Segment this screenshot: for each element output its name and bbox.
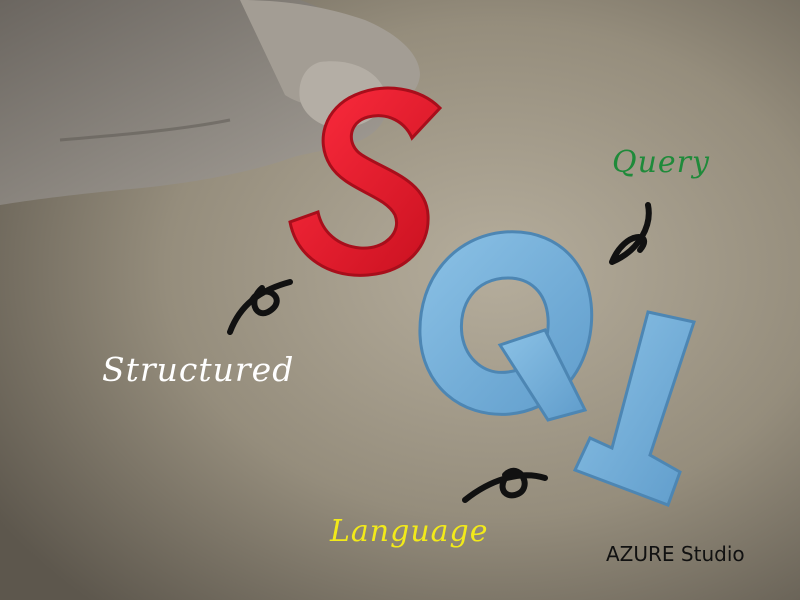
- swirl-arrow-language: [462, 467, 548, 503]
- letter-s-red: [288, 86, 443, 277]
- query-label: Query: [612, 145, 710, 180]
- language-label: Language: [330, 514, 489, 549]
- letter-q-blue: [418, 230, 594, 422]
- hand-image: [0, 0, 420, 205]
- structured-label: Structured: [102, 350, 295, 389]
- swirl-arrow-structured: [227, 279, 293, 335]
- swirl-arrow-query: [609, 202, 652, 265]
- watermark-text: AZURE Studio: [606, 542, 745, 566]
- letter-l-blue: [572, 310, 696, 507]
